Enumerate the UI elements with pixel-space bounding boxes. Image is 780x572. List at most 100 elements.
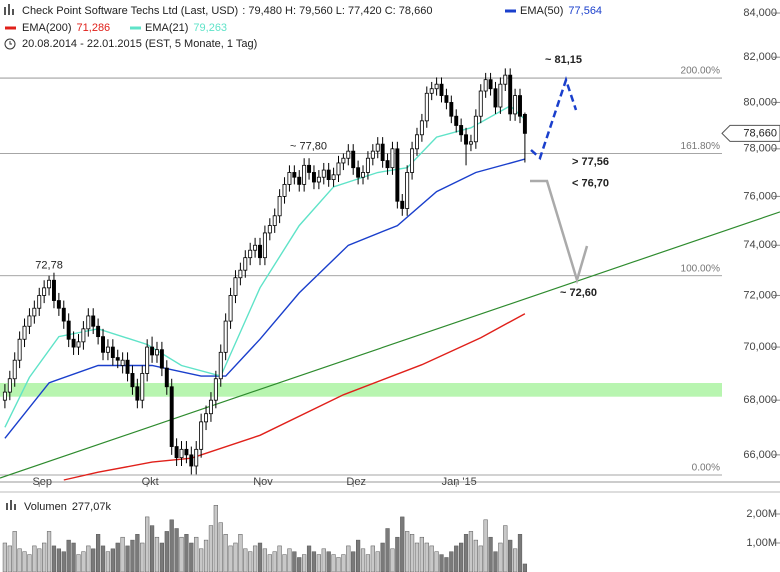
volume-bar	[478, 545, 483, 572]
volume-bar	[189, 542, 194, 572]
fib-label: 100.00%	[681, 263, 721, 274]
candle-body	[282, 183, 287, 197]
candle-body	[96, 325, 101, 338]
candle-body	[503, 74, 508, 85]
candle-body	[356, 167, 361, 178]
volume-bar	[203, 539, 209, 572]
volume-bar	[267, 554, 272, 572]
candle-body	[81, 328, 86, 343]
candle-body	[76, 341, 81, 348]
candle-body	[150, 346, 155, 356]
header: Check Point Software Techs Ltd (Last, US…	[4, 4, 602, 50]
volume-bar	[95, 534, 101, 572]
legend-entry: EMA(21) 79,263	[145, 22, 227, 34]
volume-bar	[66, 539, 71, 572]
fib-label: 200.00%	[681, 66, 721, 77]
volume-bar	[365, 554, 371, 572]
volume-bar	[321, 548, 326, 572]
volume-bar	[199, 548, 204, 572]
candle-body	[522, 113, 527, 134]
candle-body	[272, 215, 277, 226]
volume-bar	[42, 542, 47, 572]
volume-bar	[140, 542, 145, 572]
candle-body	[434, 83, 439, 90]
candle-body	[365, 157, 370, 173]
volume-bar	[287, 548, 292, 572]
volume-bar	[346, 545, 351, 572]
candle-body	[473, 115, 478, 143]
candle-body	[326, 169, 331, 181]
volume-bar	[503, 525, 508, 572]
candle-body	[331, 174, 336, 181]
volume-bar	[27, 554, 32, 572]
volume-bar	[257, 542, 263, 572]
period-label: 20.08.2014 - 22.01.2015 (EST, 5 Monate, …	[22, 38, 257, 50]
volume-bar	[459, 542, 464, 572]
y-tick-label: 2,00M	[746, 508, 777, 520]
candle-body	[444, 95, 449, 103]
candle-body	[390, 148, 395, 169]
volume-bar	[169, 519, 174, 572]
candle-body	[213, 378, 218, 401]
candle-body	[155, 349, 159, 356]
candle-body	[307, 164, 312, 173]
price-flag	[721, 124, 780, 142]
candle-body	[56, 300, 61, 309]
legend-value: 77,564	[568, 5, 602, 17]
volume-bar	[302, 554, 307, 572]
icon	[4, 7, 6, 15]
candle-body	[17, 338, 22, 361]
candle-body	[12, 359, 17, 380]
volume-bar	[375, 551, 380, 572]
volume-bar	[385, 528, 390, 572]
candle-body	[468, 141, 473, 145]
candle-body	[405, 172, 410, 209]
volume-bar	[81, 551, 86, 572]
candle-body	[248, 249, 253, 259]
candle-body	[7, 378, 12, 393]
y-tick-label: 80,000	[743, 96, 777, 108]
volume-bar	[277, 545, 282, 572]
ohlc-label: : 79,480 H: 79,560 L: 77,420 C: 78,660	[242, 5, 432, 17]
volume-bar	[508, 539, 513, 572]
candle-body	[361, 172, 365, 178]
y-tick-label: 70,000	[743, 341, 777, 353]
candle-body	[208, 399, 213, 415]
candle-body	[341, 157, 346, 164]
y-tick-label: 66,000	[743, 449, 777, 461]
candle-body	[61, 307, 66, 322]
annotation: > 77,56	[572, 156, 609, 168]
candle-body	[316, 176, 321, 183]
candle-body	[37, 295, 42, 309]
volume-bar	[360, 548, 366, 572]
volume-bar	[272, 551, 277, 572]
volume-bar	[493, 551, 498, 572]
volume-bar	[517, 534, 523, 572]
candle-body	[400, 200, 405, 209]
candle-body	[424, 92, 429, 122]
volume-bar	[149, 525, 155, 572]
plot-area	[0, 68, 780, 481]
candle-body	[415, 134, 419, 150]
candle-body	[32, 307, 37, 317]
volume-bar	[223, 534, 228, 572]
candle-body	[140, 373, 145, 401]
candle-body	[91, 315, 96, 327]
candle-body	[189, 454, 194, 467]
volume-bar	[164, 531, 169, 572]
candle-body	[204, 413, 209, 423]
candle-body	[395, 148, 400, 202]
volume-bar	[400, 516, 405, 572]
volume-bar	[473, 539, 478, 572]
candle-body	[135, 386, 140, 401]
candle-body	[488, 79, 493, 90]
candle-body	[419, 120, 424, 136]
ema-line	[63, 313, 526, 481]
candle-body	[194, 448, 199, 467]
volume-bar	[306, 545, 312, 572]
candle-body	[336, 162, 341, 176]
support-band	[0, 383, 722, 397]
high-label: 72,78	[35, 260, 63, 272]
candle-body	[258, 244, 262, 259]
volume-bar	[22, 551, 27, 572]
